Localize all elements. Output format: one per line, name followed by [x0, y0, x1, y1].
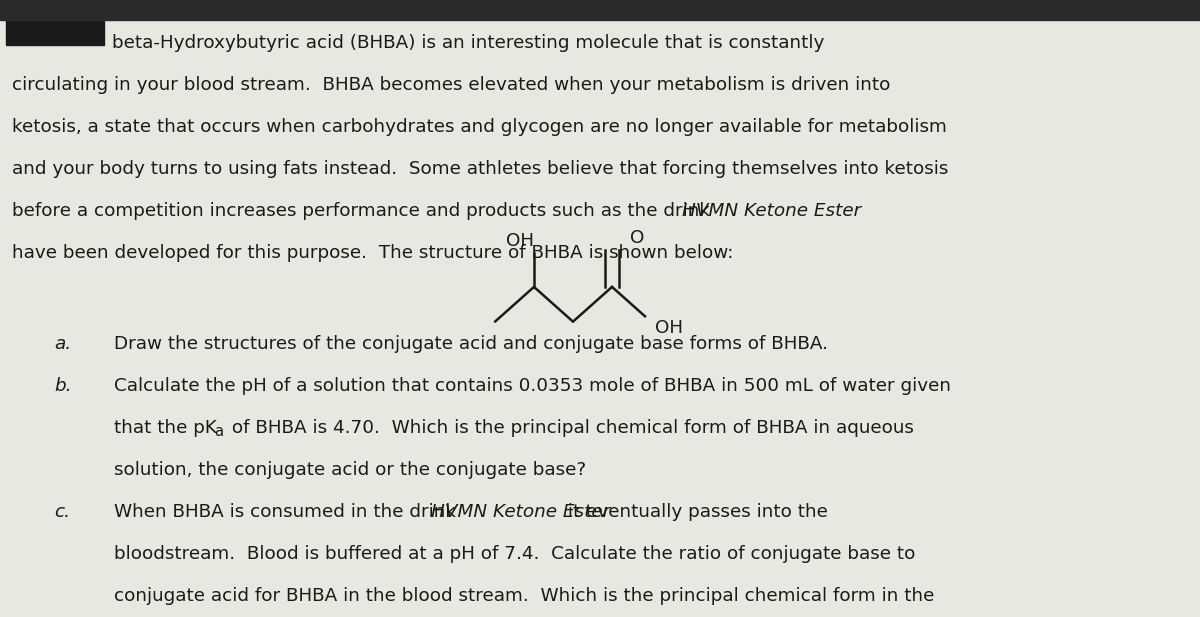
- Text: HVMN Ketone Ester: HVMN Ketone Ester: [683, 202, 862, 220]
- Text: and your body turns to using fats instead.  Some athletes believe that forcing t: and your body turns to using fats instea…: [12, 160, 948, 178]
- Text: When BHBA is consumed in the drink: When BHBA is consumed in the drink: [114, 503, 462, 521]
- Text: before a competition increases performance and products such as the drink: before a competition increases performan…: [12, 202, 716, 220]
- Text: that the pK: that the pK: [114, 419, 217, 437]
- Text: it eventually passes into the: it eventually passes into the: [562, 503, 828, 521]
- Text: circulating in your blood stream.  BHBA becomes elevated when your metabolism is: circulating in your blood stream. BHBA b…: [12, 76, 890, 94]
- Text: have been developed for this purpose.  The structure of BHBA is shown below:: have been developed for this purpose. Th…: [12, 244, 733, 262]
- Text: OH: OH: [505, 232, 534, 250]
- Text: conjugate acid for BHBA in the blood stream.  Which is the principal chemical fo: conjugate acid for BHBA in the blood str…: [114, 587, 935, 605]
- Text: solution, the conjugate acid or the conjugate base?: solution, the conjugate acid or the conj…: [114, 461, 586, 479]
- Text: OH: OH: [655, 319, 683, 337]
- Text: Calculate the pH of a solution that contains 0.0353 mole of BHBA in 500 mL of wa: Calculate the pH of a solution that cont…: [114, 377, 952, 395]
- Text: b.: b.: [54, 377, 72, 395]
- Text: before a competition increases performance and products such as the drink HVMN K: before a competition increases performan…: [12, 202, 894, 220]
- Bar: [6, 19, 104, 45]
- Text: a.: a.: [54, 335, 71, 353]
- Text: of BHBA is 4.70.  Which is the principal chemical form of BHBA in aqueous: of BHBA is 4.70. Which is the principal …: [226, 419, 913, 437]
- Text: ketosis, a state that occurs when carbohydrates and glycogen are no longer avail: ketosis, a state that occurs when carboh…: [12, 118, 947, 136]
- Text: O: O: [630, 230, 644, 247]
- Text: HVMN Ketone Ester: HVMN Ketone Ester: [431, 503, 611, 521]
- Text: Draw the structures of the conjugate acid and conjugate base forms of BHBA.: Draw the structures of the conjugate aci…: [114, 335, 828, 353]
- Text: c.: c.: [54, 503, 70, 521]
- Bar: [0, 0, 1200, 20]
- Text: beta-Hydroxybutyric acid (BHBA) is an interesting molecule that is constantly: beta-Hydroxybutyric acid (BHBA) is an in…: [112, 34, 824, 52]
- Text: a: a: [214, 424, 223, 439]
- Text: bloodstream.  Blood is buffered at a pH of 7.4.  Calculate the ratio of conjugat: bloodstream. Blood is buffered at a pH o…: [114, 545, 916, 563]
